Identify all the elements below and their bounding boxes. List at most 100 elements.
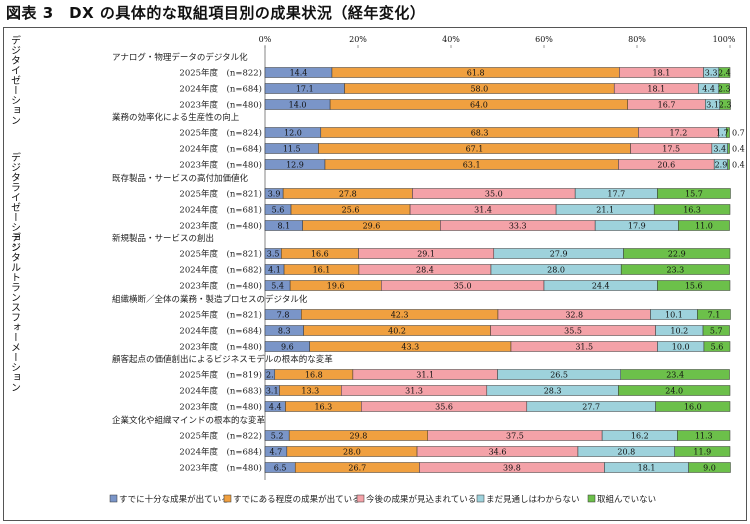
data-label: 16.7: [658, 101, 676, 110]
data-label: 26.7: [348, 464, 366, 473]
data-label: 61.8: [467, 69, 485, 78]
data-label: 27.7: [582, 403, 600, 412]
data-label: 10.2: [670, 327, 688, 336]
group-label: 新規製品・サービスの創出: [112, 233, 214, 244]
bar-segment: [657, 280, 731, 291]
bar-segment: [697, 309, 731, 320]
data-label: 28.0: [547, 266, 565, 275]
data-label: 39.8: [503, 464, 521, 473]
row-label: 2024年度 (n=683): [179, 386, 262, 397]
data-label: 4.4: [702, 85, 715, 94]
data-label: 26.5: [550, 371, 568, 380]
data-label: 5.7: [710, 327, 723, 336]
data-label: 31.1: [416, 371, 434, 380]
group-label: 既存製品・サービスの高付加価値化: [112, 173, 249, 184]
group-label: アナログ・物理データのデジタル化: [112, 52, 248, 63]
data-label: 2.3: [718, 85, 731, 94]
data-label: 9.0: [703, 464, 716, 473]
data-label: 18.1: [653, 69, 671, 78]
data-label: 35.0: [454, 282, 472, 291]
data-label: 3.1: [266, 387, 279, 396]
data-label: 7.1: [708, 311, 721, 320]
data-label: 28.0: [343, 448, 361, 457]
data-label: 28.4: [416, 266, 434, 275]
data-label: 10.0: [672, 343, 690, 352]
data-label: 17.9: [628, 222, 646, 231]
data-label: 63.1: [463, 161, 481, 170]
data-label: 5.6: [711, 343, 724, 352]
side-category-label: デジタライゼーション: [9, 151, 21, 252]
data-label: 6.5: [274, 464, 287, 473]
legend-swatch: [109, 494, 118, 503]
data-label: 12.9: [286, 161, 304, 170]
bar-segment: [618, 385, 731, 396]
bar-segment: [620, 264, 730, 275]
row-label: 2024年度 (n=684): [179, 144, 262, 155]
row-label: 2023年度 (n=480): [179, 100, 262, 111]
row-label: 2025年度 (n=824): [179, 128, 262, 139]
data-label: 16.2: [631, 432, 649, 441]
bar-segment: [620, 369, 730, 380]
data-label: 0.4: [732, 161, 745, 170]
data-label: 2.4: [718, 69, 731, 78]
data-label: 31.4: [474, 206, 492, 215]
data-label: 17.2: [669, 129, 687, 138]
data-label: 16.0: [684, 403, 702, 412]
data-label: 29.6: [363, 222, 381, 231]
row-label: 2023年度 (n=480): [179, 342, 262, 353]
row-label: 2024年度 (n=684): [179, 326, 262, 337]
data-label: 10.1: [665, 311, 683, 320]
chart-frame: [3, 27, 747, 521]
data-label: 4.7: [270, 448, 283, 457]
bar-segment: [718, 67, 731, 78]
row-label: 2023年度 (n=480): [179, 402, 262, 413]
data-label: 16.3: [314, 403, 332, 412]
row-label: 2025年度 (n=821): [179, 189, 262, 200]
bar-segment: [674, 446, 731, 457]
data-label: 20.8: [617, 448, 635, 457]
bar-segment: [703, 341, 731, 352]
data-label: 2.3: [719, 101, 732, 110]
row-label: 2024年度 (n=681): [179, 205, 262, 216]
data-label: 43.3: [401, 343, 419, 352]
bar-segment: [719, 99, 731, 110]
bar-segment: [677, 430, 731, 441]
data-label: 21.1: [596, 206, 614, 215]
data-label: 31.3: [405, 387, 423, 396]
bar-segment: [678, 220, 730, 231]
data-label: 8.3: [278, 327, 291, 336]
row-label: 2023年度 (n=480): [179, 160, 262, 171]
row-label: 2023年度 (n=480): [179, 463, 262, 474]
data-label: 1.7: [716, 129, 729, 138]
data-label: 28.3: [544, 387, 562, 396]
data-label: 15.6: [685, 282, 703, 291]
bar-segment: [727, 159, 730, 170]
data-label: 0.4: [732, 145, 745, 154]
data-label: 17.1: [296, 85, 314, 94]
data-label: 29.1: [417, 250, 435, 259]
data-label: 20.6: [657, 161, 675, 170]
data-label: 18.1: [638, 464, 656, 473]
bar-segment: [655, 401, 731, 412]
x-tick-label: 40%: [442, 35, 460, 44]
data-label: 23.3: [666, 266, 684, 275]
data-label: 18.1: [647, 85, 665, 94]
bar-segment: [623, 248, 731, 259]
data-label: 19.6: [327, 282, 345, 291]
side-category-label: デジタイゼーション: [9, 34, 21, 125]
data-label: 11.3: [695, 432, 713, 441]
data-label: 13.3: [301, 387, 319, 396]
data-label: 23.4: [666, 371, 684, 380]
data-label: 16.6: [311, 250, 329, 259]
row-label: 2025年度 (n=821): [179, 310, 262, 321]
legend-swatch: [476, 494, 485, 503]
data-label: 2.: [266, 371, 274, 380]
chart-title: 図表 3 DX の具体的な取組項目別の成果状況（経年変化）: [6, 4, 426, 22]
x-tick-label: 20%: [349, 35, 367, 44]
data-label: 33.3: [509, 222, 527, 231]
data-label: 3.1: [706, 101, 719, 110]
row-label: 2024年度 (n=684): [179, 84, 262, 95]
data-label: 2.9: [715, 161, 728, 170]
data-label: 5.2: [271, 432, 284, 441]
row-label: 2023年度 (n=480): [179, 221, 262, 232]
